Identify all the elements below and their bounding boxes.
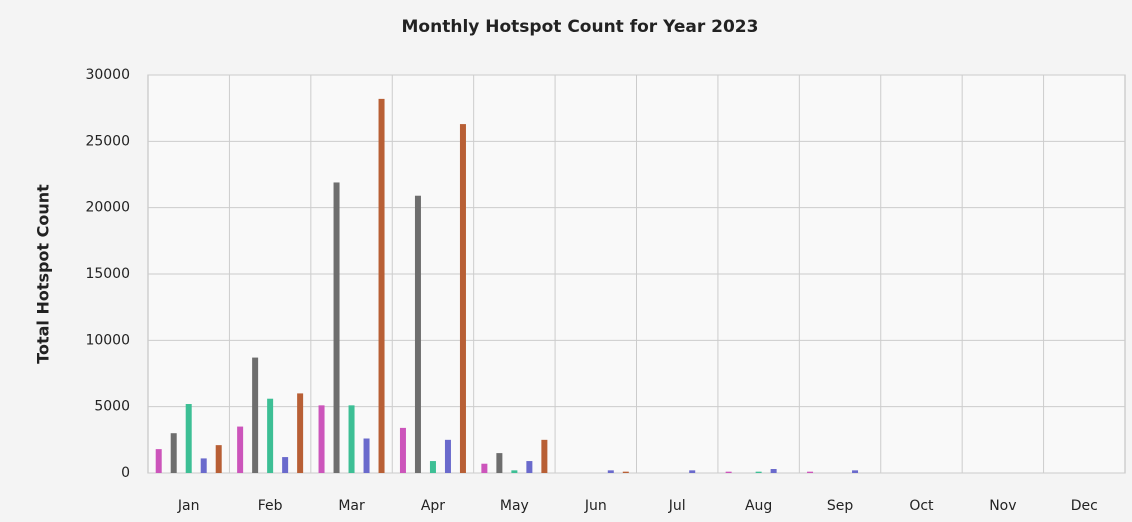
bar: [770, 469, 777, 473]
bar: [429, 461, 436, 473]
bar: [526, 461, 533, 473]
x-tick-label: Jan: [177, 498, 200, 514]
bar: [459, 124, 466, 473]
y-tick-label: 15000: [85, 266, 130, 282]
x-tick-label: Aug: [745, 498, 772, 514]
bar: [185, 404, 192, 473]
bar: [170, 433, 177, 473]
bar: [511, 470, 518, 473]
bar: [200, 458, 207, 473]
x-tick-label: Sep: [827, 498, 854, 514]
bar: [267, 398, 274, 473]
bar: [252, 357, 259, 473]
bar: [378, 98, 385, 473]
bar: [852, 470, 859, 473]
x-tick-label: Mar: [338, 498, 365, 514]
x-tick-label: Jun: [584, 498, 607, 514]
bar: [282, 457, 289, 473]
x-tick-label: Feb: [258, 498, 283, 514]
bar: [155, 449, 162, 473]
bar: [607, 470, 614, 473]
chart-title: Monthly Hotspot Count for Year 2023: [402, 17, 759, 37]
bar: [297, 393, 304, 473]
bar: [496, 453, 503, 473]
y-tick-label: 30000: [85, 67, 130, 83]
bar: [215, 445, 222, 473]
x-tick-label: Oct: [909, 498, 934, 514]
y-tick-label: 20000: [85, 200, 130, 216]
bar: [237, 426, 244, 473]
x-tick-label: May: [500, 498, 529, 514]
x-tick-label: Jul: [668, 498, 686, 514]
x-tick-label: Dec: [1071, 498, 1098, 514]
y-tick-label: 10000: [85, 332, 130, 348]
bar: [333, 182, 340, 473]
bar: [481, 463, 488, 473]
x-tick-label: Nov: [989, 498, 1016, 514]
y-axis-title: Total Hotspot Count: [34, 184, 53, 364]
bar: [541, 439, 548, 473]
y-tick-label: 25000: [85, 133, 130, 149]
bar: [622, 471, 629, 473]
bar: [807, 471, 814, 473]
y-tick-label: 5000: [94, 399, 130, 415]
bar: [755, 471, 762, 473]
bar: [363, 438, 370, 473]
bar: [689, 470, 696, 473]
bar: [725, 471, 732, 473]
bar: [444, 439, 451, 473]
bar: [318, 405, 325, 473]
y-tick-label: 0: [121, 465, 130, 481]
x-tick-label: Apr: [421, 498, 445, 514]
bar: [414, 195, 421, 473]
bar: [399, 427, 406, 473]
bar: [348, 405, 355, 473]
